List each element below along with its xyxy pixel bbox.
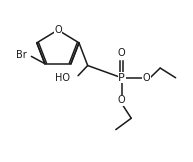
Text: O: O bbox=[118, 47, 125, 58]
Text: O: O bbox=[118, 95, 125, 105]
Text: P: P bbox=[118, 73, 125, 83]
Text: HO: HO bbox=[55, 73, 70, 83]
Text: Br: Br bbox=[16, 50, 26, 60]
Text: O: O bbox=[54, 25, 62, 35]
Text: O: O bbox=[143, 73, 151, 83]
